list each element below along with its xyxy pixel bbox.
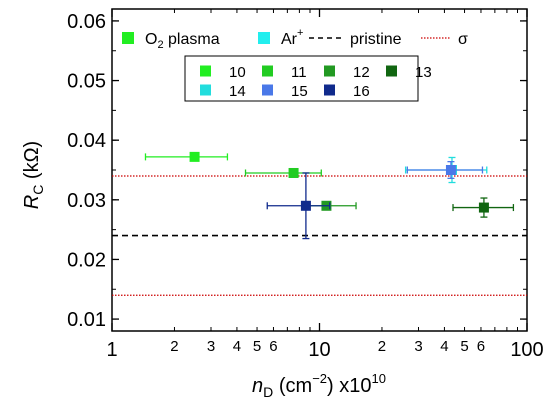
x-minor-tick-label: 4 <box>440 338 448 355</box>
legend-sample-16: 16 <box>324 83 370 100</box>
marker-sample-11 <box>288 167 299 178</box>
legend-label: O2 plasma <box>145 31 220 51</box>
legend-entry-2: pristine <box>309 31 402 48</box>
legend-sample-marker <box>262 84 273 96</box>
x-tick-label: 10 <box>308 339 330 361</box>
y-axis-title-sub: C <box>30 185 46 195</box>
legend-sample-12: 12 <box>324 64 370 81</box>
reference-lines <box>112 175 527 296</box>
x-tick-label: 1 <box>106 339 117 361</box>
legend-entry-1: Ar+ <box>258 27 303 48</box>
point-sample-15 <box>406 161 484 179</box>
y-tick-label: 0.05 <box>67 71 106 93</box>
legend-sample-label: 14 <box>229 83 246 100</box>
marker-sample-13 <box>478 202 489 213</box>
point-sample-10 <box>144 151 229 162</box>
x-axis-title-unit-post: ) x10 <box>327 375 371 397</box>
x-minor-tick-label: 4 <box>233 338 241 355</box>
legend-sample-10: 10 <box>200 64 246 81</box>
legend-sample-marker <box>200 65 211 77</box>
y-axis-title: RC (kΩ) <box>21 141 46 209</box>
y-tick-label: 0.06 <box>67 11 106 33</box>
legend-sample-marker <box>386 65 397 77</box>
legend-sample-marker <box>200 84 211 96</box>
legend-marker <box>258 32 270 44</box>
x-axis-title-unit-pre: (cm <box>273 375 312 397</box>
marker-sample-10 <box>189 151 200 162</box>
legend-entry-0: O2 plasma <box>122 31 220 51</box>
point-sample-13 <box>452 197 515 218</box>
x-minor-tick-label: 2 <box>170 338 178 355</box>
legend-label: σ <box>458 31 468 48</box>
legend-sample-11: 11 <box>262 64 307 81</box>
point-sample-16 <box>266 172 331 240</box>
legend-sample-marker <box>262 65 273 77</box>
legend-label-sub: 2 <box>157 39 163 51</box>
legend-label-main: O <box>145 31 157 48</box>
legend-marker <box>122 32 134 44</box>
x-minor-tick-label: 6 <box>477 338 485 355</box>
y-axis-title-main: R <box>21 195 43 209</box>
legend-sample-marker <box>324 84 335 96</box>
legend-label: pristine <box>350 31 402 48</box>
x-minor-tick-label: 5 <box>253 338 261 355</box>
legend-samples: 10 11 12 13 14 15 16 <box>184 55 432 102</box>
legend-sample-label: 13 <box>415 64 432 81</box>
legend-entry-3: σ <box>421 31 468 48</box>
x-axis-title-unit-sup: −2 <box>312 371 327 386</box>
x-minor-tick-label: 2 <box>378 338 386 355</box>
legend-sample-label: 15 <box>291 83 308 100</box>
x-axis-title-main: n <box>252 375 263 397</box>
y-axis: 0.01 0.02 0.03 0.04 0.05 0.06 <box>67 11 527 331</box>
legend-label-sup: + <box>297 27 303 39</box>
legend-sample-label: 16 <box>353 83 370 100</box>
x-minor-tick-label: 3 <box>207 338 215 355</box>
legend-sample-14: 14 <box>200 83 246 100</box>
y-tick-label: 0.01 <box>67 309 106 331</box>
x-axis-title: nD (cm−2) x1010 <box>252 371 386 400</box>
legend-label-main: Ar <box>281 31 298 48</box>
legend-label-rest: plasma <box>164 31 220 48</box>
legend-sample-15: 15 <box>262 83 308 100</box>
legend-sample-13: 13 <box>386 64 432 81</box>
legend-samples-frame <box>184 55 419 102</box>
marker-sample-15 <box>445 165 456 175</box>
marker-sample-16 <box>300 200 311 211</box>
legend-sample-label: 12 <box>353 64 370 81</box>
x-axis-title-mult-sup: 10 <box>371 371 385 386</box>
legend-sample-label: 11 <box>291 64 307 81</box>
legend-sample-marker <box>324 65 335 77</box>
x-axis-title-sub: D <box>263 384 273 400</box>
data-points <box>144 151 515 240</box>
legend-treatment: O2 plasma Ar+ pristine σ <box>122 27 468 51</box>
legend-sample-label: 10 <box>229 64 246 81</box>
y-axis-title-unit: (kΩ) <box>21 141 43 185</box>
x-minor-tick-label: 3 <box>414 338 422 355</box>
y-tick-label: 0.04 <box>67 130 106 152</box>
legend-label: Ar+ <box>281 27 303 48</box>
y-tick-label: 0.02 <box>67 249 106 271</box>
x-minor-tick-label: 6 <box>269 338 277 355</box>
legend-label-main: σ <box>458 31 468 48</box>
x-tick-label: 100 <box>510 339 543 361</box>
legend-label-main: pristine <box>350 31 402 48</box>
y-tick-label: 0.03 <box>67 190 106 212</box>
x-minor-tick-label: 5 <box>460 338 468 355</box>
